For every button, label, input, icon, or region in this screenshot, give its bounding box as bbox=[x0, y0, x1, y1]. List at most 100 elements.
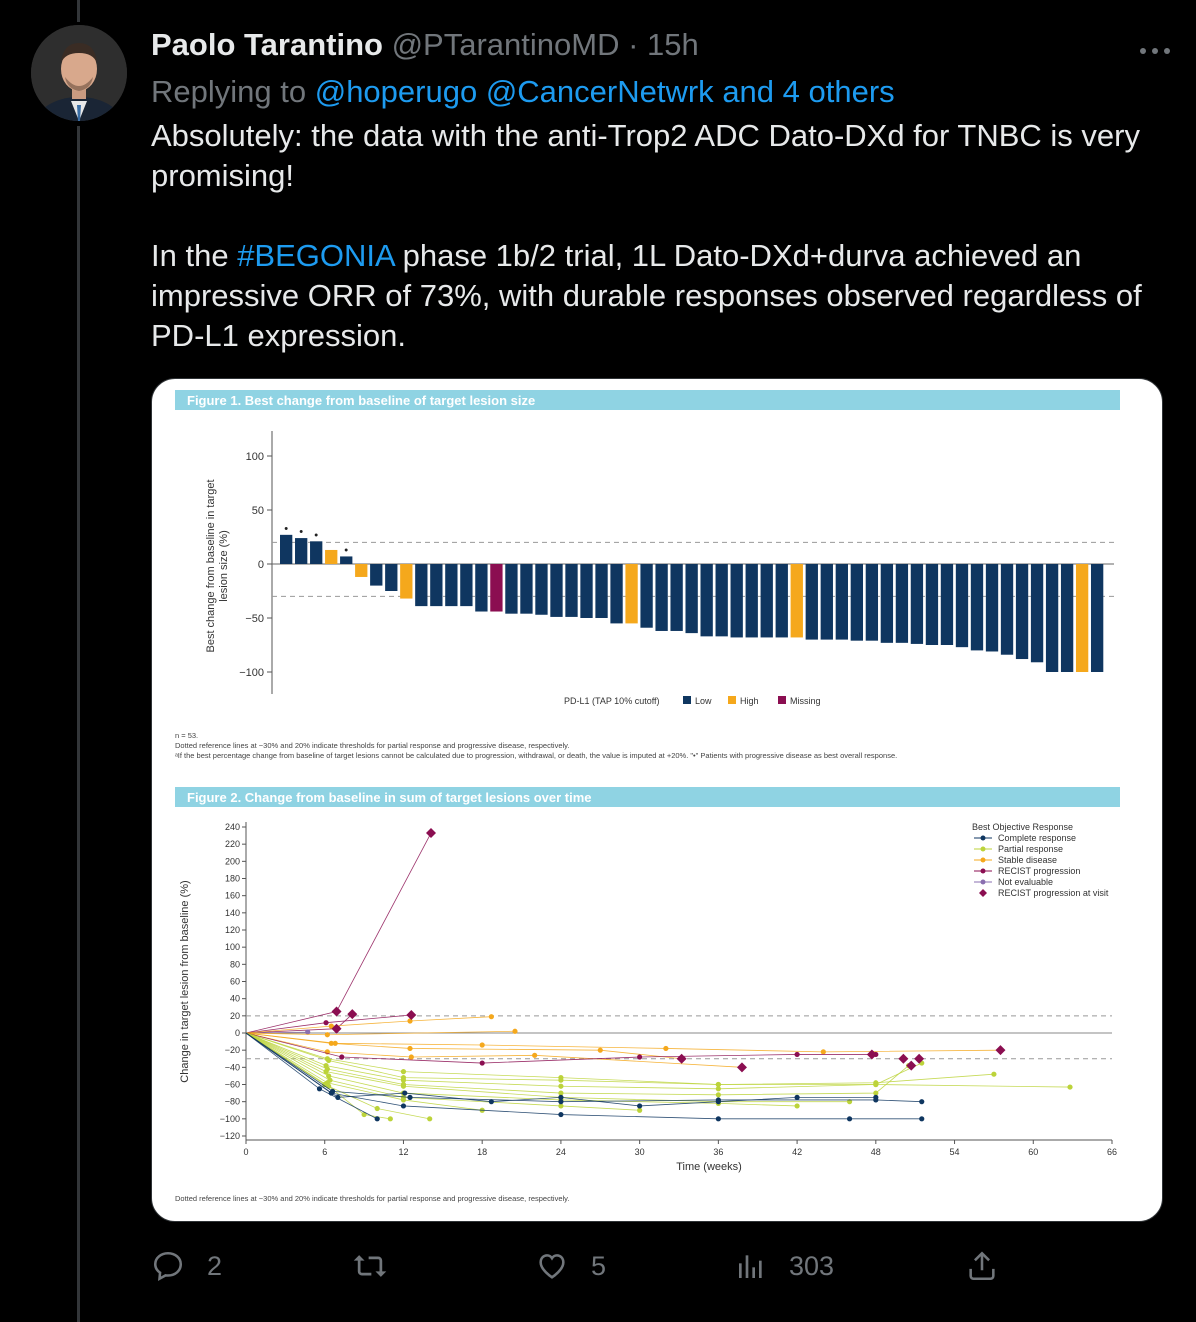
series-point bbox=[663, 1045, 669, 1052]
reply-count: 2 bbox=[207, 1250, 223, 1281]
x-tick-label: 30 bbox=[635, 1147, 645, 1157]
bar bbox=[790, 564, 803, 638]
x-tick-label: 12 bbox=[398, 1147, 408, 1157]
replying-to: Replying to @hoperugo @CancerNetwrk and … bbox=[151, 72, 1151, 112]
hashtag-link[interactable]: #BEGONIA bbox=[237, 238, 394, 273]
x-tick-label: 24 bbox=[556, 1147, 566, 1157]
series-point bbox=[558, 1090, 564, 1096]
legend-label: Missing bbox=[790, 696, 821, 706]
y-tick-label: 180 bbox=[225, 874, 240, 884]
bar bbox=[310, 541, 323, 564]
series-point bbox=[407, 1045, 413, 1052]
series-point bbox=[794, 1094, 800, 1100]
share-icon bbox=[969, 1251, 995, 1281]
mention-link[interactable]: @hoperugo bbox=[314, 74, 478, 109]
replying-prefix: Replying to bbox=[151, 74, 307, 109]
reply-button[interactable]: 2 bbox=[151, 1249, 222, 1283]
legend-label: Stable disease bbox=[998, 855, 1057, 865]
tweet-text-paragraph: Absolutely: the data with the anti-Trop2… bbox=[151, 118, 1140, 193]
series-point bbox=[400, 1083, 407, 1089]
figure-image: Figure 1. Best change from baseline of t… bbox=[175, 390, 1120, 1203]
bar bbox=[805, 564, 818, 640]
share-button[interactable] bbox=[965, 1249, 999, 1283]
series-point bbox=[991, 1071, 997, 1077]
y-axis-label: Best change from baseline in targetlesio… bbox=[205, 479, 230, 652]
y-tick-label: 20 bbox=[230, 1011, 240, 1021]
series-point bbox=[324, 1032, 330, 1038]
retweet-button[interactable] bbox=[351, 1249, 411, 1283]
y-tick-label: 240 bbox=[225, 822, 240, 832]
legend-label: Low bbox=[695, 696, 712, 706]
legend-swatch bbox=[778, 696, 786, 704]
bar bbox=[580, 564, 593, 618]
legend-label: RECIST progression at visit bbox=[998, 888, 1109, 898]
series-point bbox=[407, 1094, 413, 1100]
x-axis-label: Time (weeks) bbox=[676, 1161, 742, 1173]
views-button[interactable]: 303 bbox=[735, 1249, 834, 1283]
author-name[interactable]: Paolo Tarantino bbox=[151, 27, 383, 62]
y-tick-label: 50 bbox=[252, 505, 264, 517]
series-point bbox=[873, 1090, 879, 1096]
bar bbox=[985, 564, 999, 652]
series-point bbox=[715, 1086, 721, 1092]
avatar[interactable] bbox=[31, 25, 127, 121]
series-point bbox=[488, 1099, 494, 1105]
series-point bbox=[374, 1105, 380, 1112]
progression-marker bbox=[914, 1053, 925, 1064]
series-point bbox=[794, 1103, 800, 1109]
series-point bbox=[846, 1116, 853, 1122]
series-point bbox=[326, 1057, 332, 1064]
others-link[interactable]: and 4 others bbox=[722, 74, 895, 109]
bar bbox=[520, 564, 533, 614]
series-point bbox=[316, 1086, 323, 1092]
action-bar: 2 5 303 bbox=[151, 1245, 1151, 1289]
series-point bbox=[479, 1042, 485, 1048]
bar bbox=[1015, 564, 1029, 660]
tweet-time[interactable]: 15h bbox=[647, 27, 699, 62]
figure2-title-bar bbox=[175, 787, 1120, 807]
mention-link[interactable]: @CancerNetwrk bbox=[485, 74, 714, 109]
series-line bbox=[245, 1032, 483, 1111]
series-point bbox=[715, 1092, 721, 1098]
series-point bbox=[532, 1052, 538, 1058]
series-point bbox=[402, 1090, 408, 1096]
retweet-icon bbox=[353, 1255, 387, 1277]
progression-marker bbox=[906, 1060, 917, 1071]
bar bbox=[445, 564, 458, 607]
x-tick-label: 54 bbox=[950, 1147, 960, 1157]
progression-marker bbox=[898, 1053, 909, 1064]
media-image[interactable]: Figure 1. Best change from baseline of t… bbox=[151, 378, 1163, 1222]
series-point bbox=[488, 1014, 494, 1020]
pd-marker: • bbox=[299, 526, 303, 538]
bar bbox=[610, 564, 623, 624]
series-point bbox=[597, 1047, 603, 1053]
thread-line bbox=[77, 126, 80, 1322]
x-tick-label: 6 bbox=[322, 1147, 327, 1157]
y-tick-label: 200 bbox=[225, 856, 240, 866]
like-count: 5 bbox=[591, 1250, 607, 1281]
text-segment: In the bbox=[151, 238, 229, 273]
progression-marker bbox=[995, 1045, 1006, 1056]
like-button[interactable]: 5 bbox=[535, 1249, 606, 1283]
series-point bbox=[637, 1107, 643, 1113]
bar bbox=[880, 564, 894, 643]
x-tick-label: 36 bbox=[713, 1147, 723, 1157]
figure1-note: Dotted reference lines at −30% and 20% i… bbox=[175, 741, 569, 750]
bar bbox=[730, 564, 743, 638]
figure1-note: n = 53. bbox=[175, 731, 198, 740]
y-axis-label-line: lesion size (%) bbox=[218, 530, 230, 602]
series-point bbox=[328, 1040, 334, 1046]
y-tick-label: −100 bbox=[220, 1114, 240, 1124]
more-icon[interactable] bbox=[1139, 30, 1171, 64]
x-tick-label: 60 bbox=[1028, 1147, 1038, 1157]
series-point bbox=[919, 1099, 925, 1105]
series-point bbox=[558, 1083, 564, 1089]
legend-swatch-diamond bbox=[979, 889, 987, 897]
series-point bbox=[323, 1020, 329, 1026]
series-point bbox=[820, 1049, 826, 1055]
series-point bbox=[330, 1088, 336, 1094]
x-tick-label: 42 bbox=[792, 1147, 802, 1157]
series-line bbox=[245, 1014, 412, 1034]
author-handle[interactable]: @PTarantinoMD bbox=[391, 27, 620, 62]
pd-marker: • bbox=[344, 544, 348, 556]
